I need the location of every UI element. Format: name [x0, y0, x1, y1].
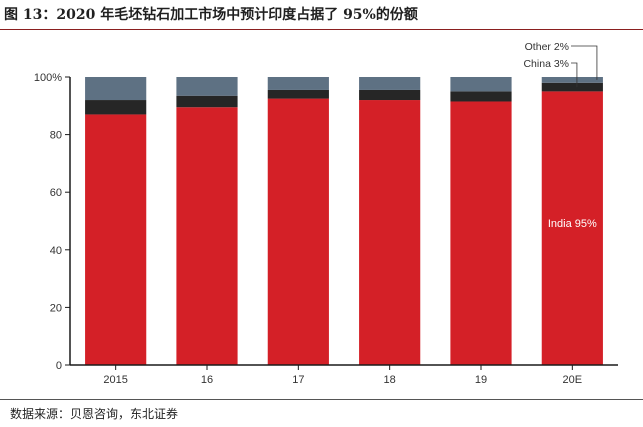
- title-rule: [0, 29, 643, 30]
- bar-china-16: [176, 95, 238, 108]
- bar-china-17: [267, 89, 329, 99]
- bar-india-20E: [541, 91, 603, 366]
- y-tick-label-80: 80: [50, 130, 62, 142]
- x-tick-label-17: 17: [292, 374, 304, 386]
- x-tick-label-20E: 20E: [563, 374, 583, 386]
- y-tick-label-20: 20: [50, 302, 62, 314]
- bar-china-18: [359, 89, 421, 101]
- bar-other-16: [176, 77, 238, 96]
- bar-china-2015: [85, 100, 147, 115]
- annotation-china-leader: [571, 62, 578, 88]
- y-tick-label-40: 40: [50, 245, 62, 257]
- source-rule: [0, 399, 643, 400]
- bar-india-19: [450, 101, 512, 365]
- annotation-china-label: China 3%: [523, 58, 569, 70]
- bar-china-20E: [541, 82, 603, 92]
- x-tick-label-18: 18: [384, 374, 396, 386]
- y-tick-label-0: 0: [56, 360, 62, 372]
- bar-india-16: [176, 107, 238, 366]
- bar-china-19: [450, 91, 512, 102]
- annotation-other-label: Other 2%: [525, 41, 569, 53]
- bar-other-17: [267, 77, 329, 90]
- bar-india-2015: [85, 114, 147, 365]
- figure-source: 数据来源：贝恩咨询，东北证券: [10, 407, 179, 421]
- bar-other-18: [359, 77, 421, 90]
- x-tick-label-16: 16: [201, 374, 213, 386]
- annotation-other-leader: [571, 45, 598, 80]
- bar-other-19: [450, 77, 512, 92]
- y-tick-label-100: 100%: [34, 72, 62, 84]
- y-tick-label-60: 60: [50, 187, 62, 199]
- bar-other-2015: [85, 77, 147, 101]
- bar-india-17: [267, 98, 329, 365]
- annotation-india-label: India 95%: [548, 218, 597, 230]
- bar-other-20E: [541, 77, 603, 83]
- y-axis: 0 20 40 60 80 100%: [34, 72, 71, 372]
- x-tick-label-2015: 2015: [103, 374, 127, 386]
- x-tick-label-19: 19: [475, 374, 487, 386]
- bars-layer: [85, 77, 603, 366]
- annotations-layer: Other 2% China 3% India 95%: [523, 41, 598, 230]
- x-axis: 2015 16 17 18 19 20E: [70, 364, 618, 386]
- figure-title: 图 13：2020 年毛坯钻石加工市场中预计印度占据了 95%的份额: [4, 7, 418, 23]
- stacked-bar-chart: 0 20 40 60 80 100% 2015 16 17 18 19 20E Other 2% Ch…: [34, 41, 618, 386]
- bar-india-18: [359, 100, 421, 365]
